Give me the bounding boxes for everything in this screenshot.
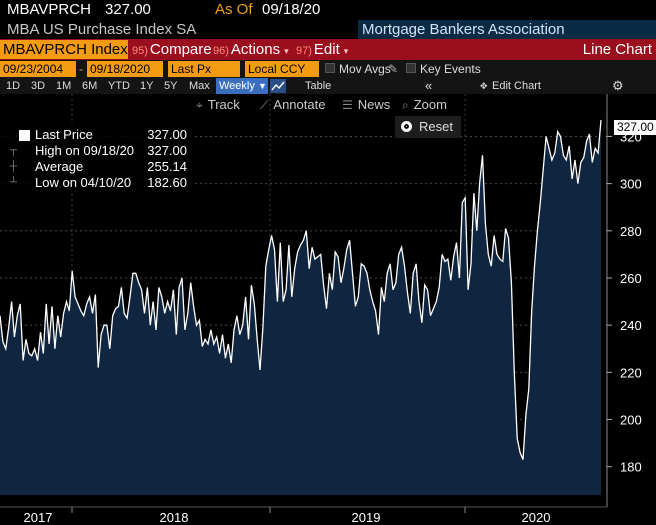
x-tick-label: 2018 <box>160 510 189 525</box>
last-price-axis-label: 327.00 <box>614 120 656 135</box>
key-events-checkbox[interactable] <box>406 63 416 73</box>
actions-label: Actions <box>230 41 281 58</box>
legend-last-price-value: 327.00 <box>147 127 187 142</box>
y-tick-label: 200 <box>620 413 642 428</box>
period-6m[interactable]: 6M <box>82 80 98 92</box>
reset-button[interactable]: Reset <box>395 116 461 138</box>
actions-button[interactable]: 96) Actions ▾ <box>213 40 289 59</box>
frequency-label: Weekly <box>219 80 255 92</box>
mov-avgs-checkbox[interactable] <box>325 63 335 73</box>
news-icon: ☰ <box>342 98 353 112</box>
news-label: News <box>357 97 391 112</box>
data-source: Mortgage Bankers Association <box>358 20 656 40</box>
last-price-swatch <box>19 130 30 141</box>
collapse-icon[interactable]: « <box>425 78 433 93</box>
frequency-dropdown-icon: ▼ <box>257 81 267 91</box>
actions-num: 96) <box>213 45 229 57</box>
gear-icon[interactable]: ⚙ <box>612 78 624 93</box>
range-row: 09/23/2004 - 09/18/2020 Last Px Local CC… <box>0 60 656 78</box>
compare-button[interactable]: 95) Compare <box>132 40 212 59</box>
as-of-label: As Of <box>215 1 253 18</box>
period-row: 1D 3D 1M 6M YTD 1Y 5Y Max Weekly ▼ Table… <box>0 78 656 94</box>
legend-high: ┬ High on 09/18/20 327.00 <box>0 143 194 159</box>
period-1y[interactable]: 1Y <box>140 80 154 92</box>
zoom-label: Zoom <box>413 97 447 112</box>
x-tick-label: 2020 <box>522 510 551 525</box>
price-field[interactable]: Last Px <box>168 61 240 77</box>
x-tick-label: 2017 <box>24 510 53 525</box>
legend-average-label: Average <box>35 159 84 174</box>
x-tick-label: 2019 <box>352 510 381 525</box>
period-3d[interactable]: 3D <box>31 80 46 92</box>
period-1d[interactable]: 1D <box>6 80 21 92</box>
end-date-field[interactable]: 09/18/2020 <box>87 61 163 77</box>
compare-label: Compare <box>149 41 212 58</box>
compare-num: 95) <box>132 45 148 57</box>
edit-chart-button[interactable]: Edit Chart <box>492 80 541 92</box>
zoom-button[interactable]: ⌕ Zoom <box>402 96 447 114</box>
security-header: MBAVPRCH 327.00 As Of 09/18/20 <box>0 0 656 20</box>
legend-low: ┴ Low on 04/10/20 182.60 <box>0 175 194 191</box>
currency-field[interactable]: Local CCY <box>245 61 319 77</box>
track-label: Track <box>207 97 240 112</box>
reset-label: Reset <box>419 119 453 134</box>
legend-high-label: High on 09/18/20 <box>35 143 135 158</box>
ticker: MBAVPRCH <box>7 1 91 18</box>
series-line <box>0 119 602 460</box>
reset-icon <box>401 121 412 132</box>
average-marker-icon: ┼ <box>10 161 18 172</box>
annotate-label: Annotate <box>273 97 326 112</box>
mov-avgs-label[interactable]: Mov Avgs <box>339 62 391 76</box>
main-toolbar: MBAVPRCH Index 95) Compare 96) Actions ▾ 97… <box>0 39 656 60</box>
actions-dropdown-icon: ▾ <box>284 46 289 56</box>
period-ytd[interactable]: YTD <box>108 80 130 92</box>
range-dash: - <box>79 62 83 76</box>
news-button[interactable]: ☰ News <box>342 96 390 114</box>
subtitle-row: MBA US Purchase Index SA Mortgage Banker… <box>0 20 656 40</box>
legend-last-price-label: Last Price <box>35 127 93 142</box>
high-marker-icon: ┬ <box>10 145 18 156</box>
legend-low-value: 182.60 <box>147 175 187 190</box>
period-5y[interactable]: 5Y <box>164 80 178 92</box>
period-1m[interactable]: 1M <box>56 80 72 92</box>
edit-dropdown-icon: ▾ <box>343 46 349 56</box>
legend-high-value: 327.00 <box>147 143 187 158</box>
legend-average-value: 255.14 <box>147 159 187 174</box>
legend-average: ┼ Average 255.14 <box>0 159 194 175</box>
edit-button[interactable]: 97) Edit ▾ <box>296 40 348 59</box>
table-button[interactable]: Table <box>305 80 332 92</box>
annotate-button[interactable]: ⟋ Annotate <box>260 96 325 114</box>
annotate-icon: ⟋ <box>260 98 269 112</box>
area-fill <box>0 119 601 496</box>
edit-num: 97) <box>296 45 312 57</box>
key-events-label[interactable]: Key Events <box>420 62 481 76</box>
chart-type-label[interactable]: Line Chart <box>582 41 652 58</box>
index-subtitle: MBA US Purchase Index SA <box>7 21 197 38</box>
track-button[interactable]: ⌖ Track <box>196 96 240 114</box>
line-chart-icon[interactable] <box>270 79 286 93</box>
y-tick-label: 260 <box>620 271 642 286</box>
y-tick-label: 280 <box>620 224 642 239</box>
low-marker-icon: ┴ <box>10 177 18 188</box>
y-tick-label: 220 <box>620 365 642 380</box>
price: 327.00 <box>105 1 151 18</box>
legend-last-price[interactable]: Last Price 327.00 <box>0 127 194 143</box>
edit-chart-icon: ✥ <box>480 81 488 91</box>
y-tick-label: 240 <box>620 318 642 333</box>
crosshair-icon: ⌖ <box>196 98 203 112</box>
y-tick-label: 300 <box>620 177 642 192</box>
frequency-select[interactable]: Weekly ▼ <box>216 78 268 94</box>
as-of-date: 09/18/20 <box>262 1 321 18</box>
pencil-icon[interactable]: ✎ <box>388 62 399 76</box>
chart-legend: Last Price 327.00 ┬ High on 09/18/20 327… <box>0 123 194 193</box>
chart-tools: ⌖ Track ⟋ Annotate ☰ News ⌕ Zoom <box>0 94 656 116</box>
edit-label: Edit <box>313 41 340 58</box>
legend-low-label: Low on 04/10/20 <box>35 175 132 190</box>
security-field[interactable]: MBAVPRCH Index <box>0 40 128 59</box>
start-date-field[interactable]: 09/23/2004 <box>0 61 76 77</box>
period-max[interactable]: Max <box>189 80 210 92</box>
y-tick-label: 180 <box>620 460 642 475</box>
zoom-icon: ⌕ <box>402 98 409 112</box>
